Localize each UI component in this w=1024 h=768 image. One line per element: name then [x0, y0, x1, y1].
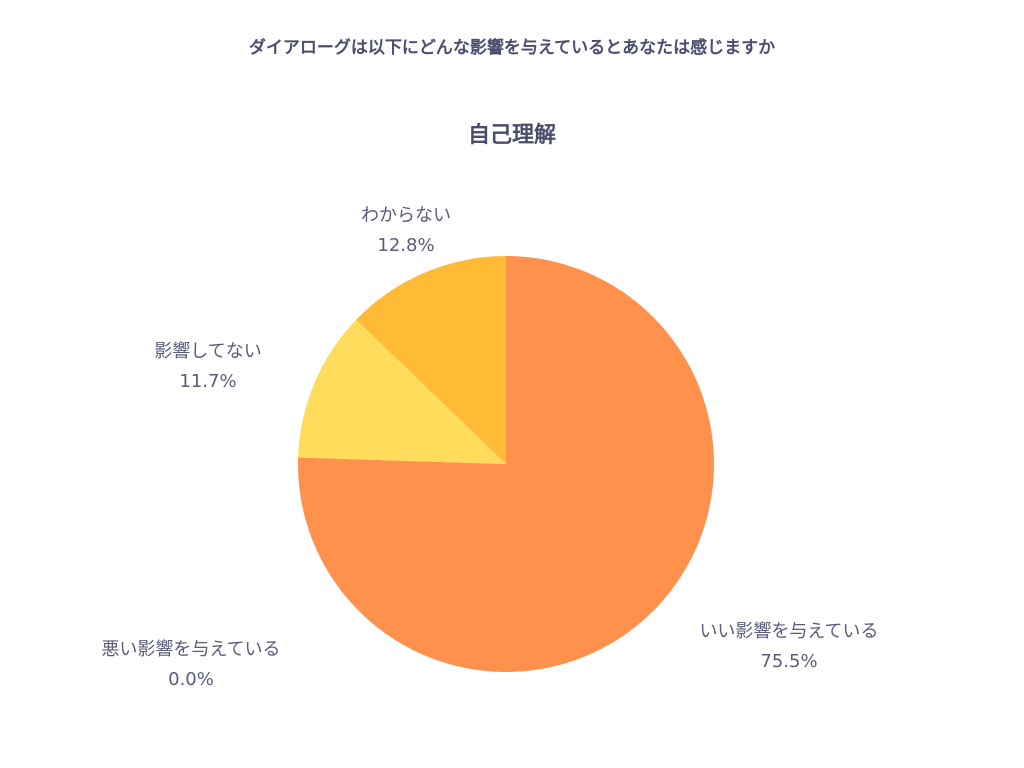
slice-value-2: 11.7% — [179, 371, 236, 392]
pie-slice-2 — [298, 319, 506, 464]
chart-title: 自己理解 — [467, 123, 556, 148]
slice-label-3: わからない — [361, 205, 451, 226]
slice-label-2: 影響してない — [154, 341, 261, 362]
slice-value-0: 75.5% — [760, 651, 817, 672]
slice-value-1: 0.0% — [168, 669, 214, 690]
slice-label-1: 悪い影響を与えている — [101, 639, 280, 660]
pie-slices — [298, 256, 714, 672]
slice-value-3: 12.8% — [377, 235, 434, 256]
pie-labels: いい影響を与えている 75.5% 悪い影響を与えている 0.0% 影響してない 11.7%… — [101, 205, 878, 690]
survey-question: ダイアローグは以下にどんな影響を与えているとあなたは感じますか — [248, 38, 776, 58]
pie-slice-3 — [356, 256, 506, 464]
slice-label-0: いい影響を与えている — [699, 621, 878, 642]
